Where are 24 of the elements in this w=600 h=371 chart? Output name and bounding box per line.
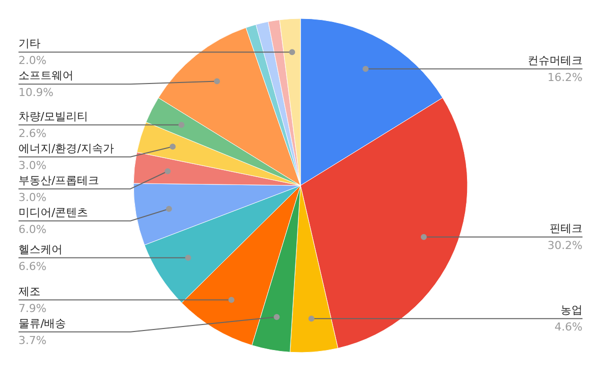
data-label: 16.2% bbox=[548, 70, 583, 84]
data-label: 2.0% bbox=[18, 54, 46, 68]
slice-label: 소프트웨어 bbox=[18, 69, 74, 82]
data-label: 6.6% bbox=[18, 260, 46, 273]
data-label: 30.2% bbox=[548, 239, 583, 252]
data-label: 10.9% bbox=[18, 86, 54, 100]
data-label: 7.9% bbox=[18, 302, 46, 315]
slice-label: 제조 bbox=[18, 284, 40, 298]
slice-label: 차량/모빌리티 bbox=[18, 110, 88, 123]
data-label: 2.6% bbox=[18, 126, 46, 140]
slice-label: 헬스케어 bbox=[18, 242, 62, 256]
data-label: 3.7% bbox=[18, 334, 46, 347]
slice-label: 부동산/프롭테크 bbox=[18, 174, 100, 187]
slice-label: 농업 bbox=[560, 304, 582, 317]
slice-label: 기타 bbox=[18, 37, 40, 50]
data-label: 4.6% bbox=[554, 320, 583, 334]
slice-label: 물류/배송 bbox=[18, 316, 66, 330]
slice-label: 에너지/환경/지속가 bbox=[18, 142, 114, 155]
data-label: 3.0% bbox=[18, 190, 46, 204]
data-label: 6.0% bbox=[18, 222, 46, 236]
data-label: 3.0% bbox=[18, 158, 46, 172]
slice-label: 컨슈머테크 bbox=[528, 54, 582, 67]
slice-label: 미디어/콘텐츠 bbox=[18, 206, 88, 219]
slice-label: 핀테크 bbox=[550, 222, 582, 236]
